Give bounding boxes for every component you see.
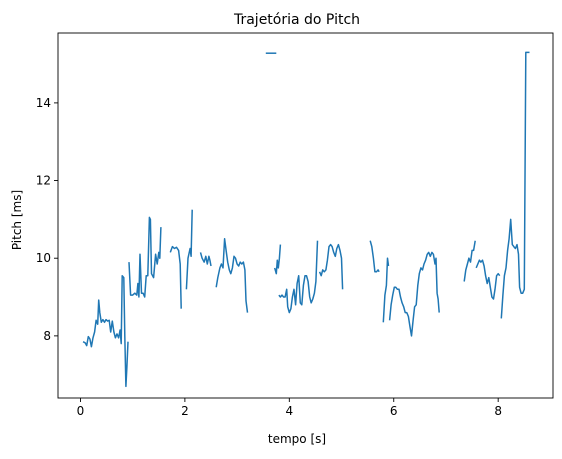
plot-lines [82,51,530,388]
pitch-line-segment [318,243,344,290]
pitch-line-segment [273,244,282,275]
x-ticks: 0 2 4 6 8 [77,398,502,418]
x-tick-label: 6 [390,404,398,418]
pitch-line-segment [215,238,249,313]
y-axis-label: Pitch [ms] [10,190,24,250]
pitch-line-segment [475,259,501,300]
x-axis-label: tempo [s] [268,432,326,446]
pitch-line-segment [463,240,476,282]
chart-title: Trajetória do Pitch [233,12,360,28]
pitch-line-segment [382,257,390,323]
axes-frame [57,32,554,399]
pitch-line-segment [82,274,129,388]
y-tick-label: 8 [43,329,51,343]
pitch-line-segment [199,252,212,267]
x-tick-label: 0 [77,404,85,418]
y-tick-label: 12 [36,174,51,188]
pitch-line-segment [185,209,193,290]
pitch-line-segment [278,240,319,314]
pitch-line-segment [169,245,182,309]
pitch-line-segment [500,51,530,319]
y-tick-label: 10 [36,251,51,265]
pitch-line-segment [388,251,440,337]
pitch-line-segment [128,216,162,298]
y-ticks: 8 10 12 14 [36,96,58,343]
x-tick-label: 2 [181,404,189,418]
x-tick-label: 4 [285,404,293,418]
pitch-line-segment [369,240,380,273]
x-tick-label: 8 [494,404,502,418]
y-tick-label: 14 [36,96,51,110]
